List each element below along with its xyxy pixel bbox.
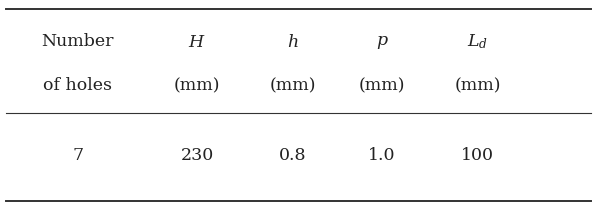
- Text: $p$: $p$: [376, 33, 389, 51]
- Text: 0.8: 0.8: [279, 147, 306, 164]
- Text: Number: Number: [41, 33, 114, 50]
- Text: $H$: $H$: [188, 33, 206, 51]
- Text: 230: 230: [180, 147, 214, 164]
- Text: 1.0: 1.0: [368, 147, 396, 164]
- Text: (mm): (mm): [454, 77, 501, 94]
- Text: of holes: of holes: [43, 77, 112, 94]
- Text: (mm): (mm): [269, 77, 316, 94]
- Text: (mm): (mm): [174, 77, 220, 94]
- Text: 100: 100: [461, 147, 494, 164]
- Text: 7: 7: [72, 147, 83, 164]
- Text: $h$: $h$: [287, 33, 298, 51]
- Text: $L_d$: $L_d$: [467, 32, 488, 51]
- Text: (mm): (mm): [359, 77, 405, 94]
